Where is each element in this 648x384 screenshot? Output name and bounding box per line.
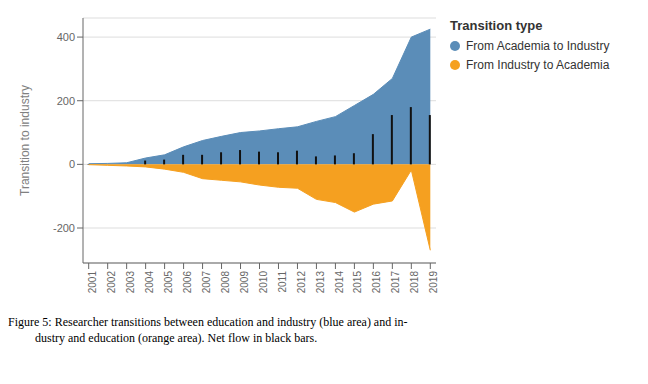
svg-text:2015: 2015 [352,271,363,294]
svg-text:2010: 2010 [258,271,269,294]
svg-text:2008: 2008 [220,271,231,294]
svg-text:2003: 2003 [125,271,136,294]
svg-text:-200: -200 [53,222,75,234]
svg-text:2001: 2001 [87,271,98,294]
html-text:From Industry to Academia: From Industry to Academia [466,58,610,72]
svg-text:2013: 2013 [315,271,326,294]
svg-text:2004: 2004 [144,271,155,294]
svg-text:2017: 2017 [390,271,401,294]
svg-text:2019: 2019 [428,271,439,294]
html-text:Figure 5: Researcher transitio: Figure 5: Researcher transitions between… [8,315,408,329]
svg-text:400: 400 [57,31,75,43]
html-text:dustry and education (orange a: dustry and education (orange area). Net … [8,331,318,345]
html-text:From Academia to Industry: From Academia to Industry [466,39,610,53]
svg-text:2005: 2005 [163,271,174,294]
svg-text:200: 200 [57,95,75,107]
svg-text:2014: 2014 [334,271,345,294]
svg-text:2016: 2016 [371,271,382,294]
svg-text:0: 0 [69,158,75,170]
svg-text:2018: 2018 [409,271,420,294]
html-text:Transition type: Transition type [450,18,543,33]
svg-text:2011: 2011 [277,271,288,293]
svg-text:2002: 2002 [106,271,117,294]
svg-text:2006: 2006 [182,271,193,294]
svg-text:2009: 2009 [239,271,250,294]
svg-text:Transition to industry: Transition to industry [18,85,32,196]
svg-text:2012: 2012 [296,271,307,294]
svg-text:2007: 2007 [201,271,212,294]
